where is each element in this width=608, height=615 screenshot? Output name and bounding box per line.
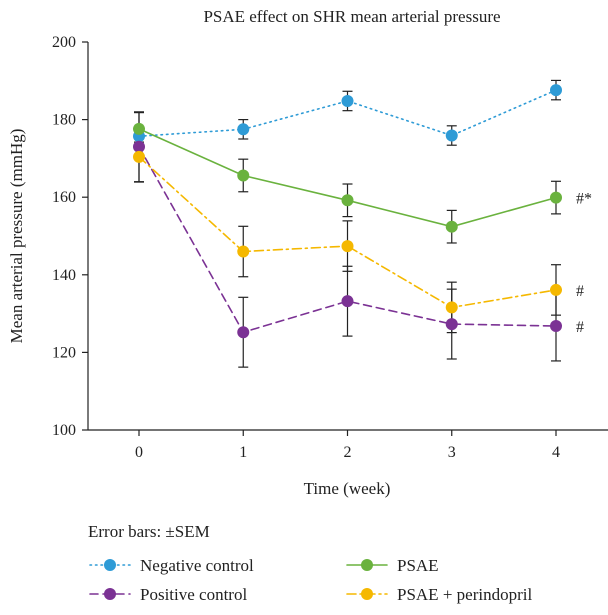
legend-marker: [361, 588, 373, 600]
data-point: [237, 326, 250, 339]
y-tick-label: 160: [52, 189, 76, 206]
error-bar-note: Error bars: ±SEM: [88, 522, 210, 541]
significance-annotation: #*: [576, 191, 592, 208]
data-point: [445, 318, 458, 331]
legend-marker: [361, 559, 373, 571]
legend-label: PSAE + perindopril: [397, 585, 532, 604]
data-point: [341, 94, 354, 107]
data-point: [341, 295, 354, 308]
significance-annotation: #: [576, 319, 584, 336]
data-point: [550, 191, 562, 204]
y-tick-label: 180: [52, 112, 76, 129]
data-point: [550, 283, 562, 296]
y-tick-label: 140: [52, 267, 76, 284]
data-point: [341, 194, 354, 207]
error-bars-0: [134, 79, 561, 146]
x-tick-label: 0: [135, 444, 143, 461]
chart-title: PSAE effect on SHR mean arterial pressur…: [203, 7, 500, 26]
series-line: [138, 145, 557, 334]
data-point: [550, 84, 562, 97]
x-tick-label: 1: [239, 444, 247, 461]
y-tick-label: 120: [52, 344, 76, 361]
legend-label: PSAE: [397, 556, 439, 575]
x-axis-label: Time (week): [304, 479, 391, 498]
legend: Negative control Positive control PSAE PSAE…: [89, 556, 532, 604]
series-line: [138, 156, 557, 309]
x-tick-label: 2: [344, 444, 352, 461]
legend-item: Negative control: [89, 556, 254, 575]
y-tick-label: 200: [52, 34, 76, 51]
data-point: [445, 129, 458, 142]
data-point: [341, 240, 354, 253]
y-axis-ticks: 100 120 140 160 180 200: [52, 34, 88, 439]
data-point: [237, 245, 250, 258]
x-tick-label: 3: [448, 444, 456, 461]
legend-item: PSAE + perindopril: [346, 585, 532, 604]
y-tick-label: 100: [52, 422, 76, 439]
legend-marker: [104, 588, 116, 600]
series-3: #: [133, 150, 584, 314]
legend-marker: [104, 559, 116, 571]
legend-label: Positive control: [140, 585, 247, 604]
series-1: #: [133, 140, 584, 339]
legend-item: Positive control: [89, 585, 247, 604]
x-axis-ticks: 0 1 2 3 4: [135, 430, 560, 461]
data-point: [133, 150, 145, 163]
legend-item: PSAE: [346, 556, 439, 575]
significance-annotation: #: [576, 283, 584, 300]
series-layer: # #* #: [133, 79, 592, 368]
data-point: [237, 123, 250, 136]
series-2: #*: [133, 122, 592, 233]
y-axis-label: Mean arterial pressure (mmHg): [7, 129, 26, 344]
data-point: [133, 140, 145, 153]
data-point: [133, 122, 145, 135]
legend-label: Negative control: [140, 556, 254, 575]
data-point: [445, 301, 458, 314]
data-point: [550, 320, 562, 333]
x-tick-label: 4: [552, 444, 560, 461]
data-point: [237, 169, 250, 182]
data-point: [445, 220, 458, 233]
